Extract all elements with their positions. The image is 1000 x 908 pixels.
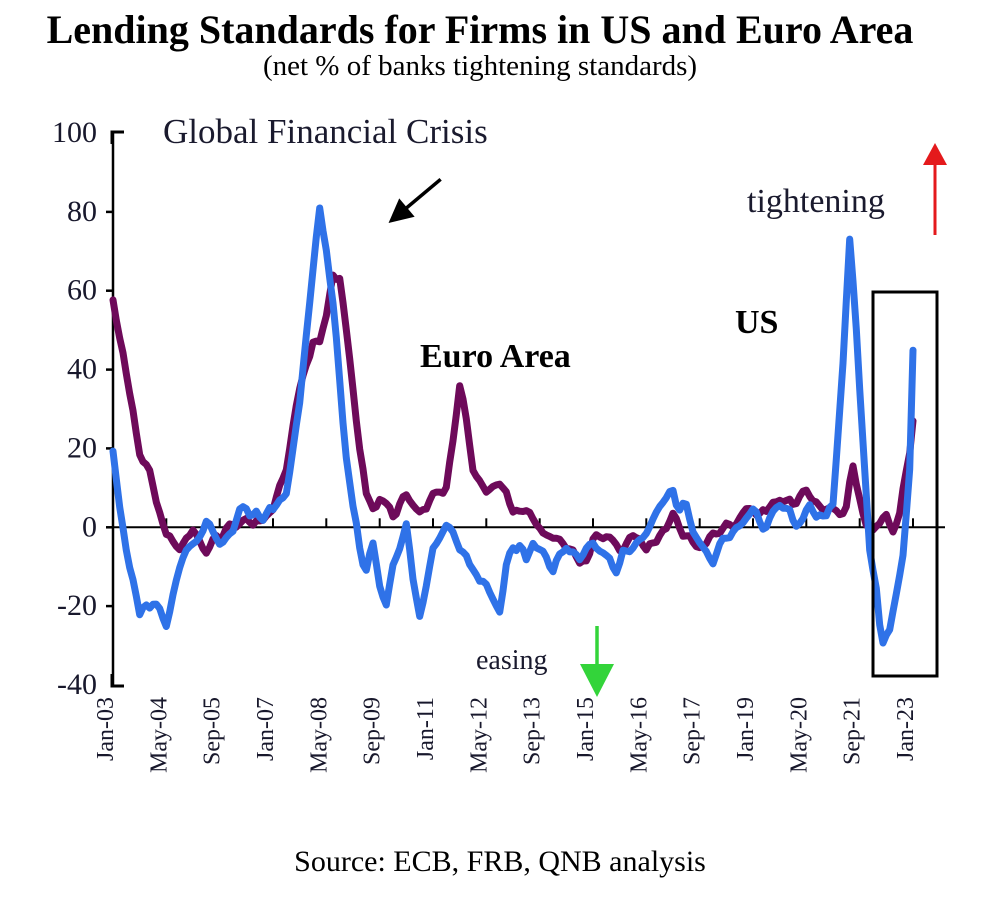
svg-text:May-20: May-20 [786, 697, 812, 773]
svg-text:Sep-05: Sep-05 [200, 697, 226, 765]
svg-text:May-12: May-12 [466, 697, 492, 773]
svg-text:May-16: May-16 [626, 697, 652, 773]
svg-text:Jan-03: Jan-03 [93, 697, 119, 761]
svg-text:Sep-17: Sep-17 [680, 697, 706, 765]
svg-text:Sep-21: Sep-21 [840, 697, 866, 765]
svg-text:100: 100 [52, 116, 97, 149]
svg-text:Jan-23: Jan-23 [893, 697, 919, 761]
svg-text:20: 20 [67, 431, 97, 464]
svg-text:Jan-15: Jan-15 [573, 697, 599, 761]
svg-text:Jan-07: Jan-07 [253, 697, 279, 761]
svg-text:May-08: May-08 [306, 697, 332, 773]
svg-text:May-04: May-04 [146, 697, 172, 773]
svg-text:Sep-13: Sep-13 [520, 697, 546, 765]
svg-text:-40: -40 [57, 668, 97, 701]
svg-text:40: 40 [67, 353, 97, 386]
svg-text:0: 0 [82, 510, 97, 543]
svg-text:80: 80 [67, 195, 97, 228]
svg-text:Sep-09: Sep-09 [360, 697, 386, 765]
svg-text:Jan-11: Jan-11 [413, 697, 439, 760]
svg-text:60: 60 [67, 274, 97, 307]
svg-text:Jan-19: Jan-19 [733, 697, 759, 761]
svg-text:-20: -20 [57, 589, 97, 622]
